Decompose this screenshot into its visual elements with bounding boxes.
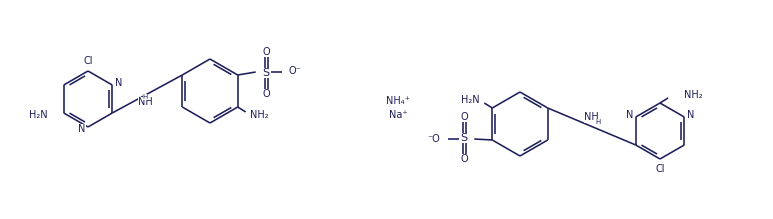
Text: N: N <box>626 110 633 120</box>
Text: Cl: Cl <box>656 164 665 174</box>
Text: O: O <box>461 154 468 164</box>
Text: S: S <box>262 68 269 78</box>
Text: NH: NH <box>584 113 599 122</box>
Text: N: N <box>686 110 694 120</box>
Text: H₂N: H₂N <box>461 95 479 105</box>
Text: S: S <box>461 133 468 143</box>
Text: H: H <box>143 94 148 100</box>
Text: H₂N: H₂N <box>29 110 48 120</box>
Text: Na⁺: Na⁺ <box>389 110 407 120</box>
Text: NH₂: NH₂ <box>684 90 703 100</box>
Text: O: O <box>262 47 270 57</box>
Text: NH: NH <box>138 97 152 107</box>
Text: N: N <box>78 124 86 134</box>
Text: NH₂: NH₂ <box>250 110 269 120</box>
Text: O: O <box>262 89 270 99</box>
Text: Cl: Cl <box>83 56 93 66</box>
Text: ⁻O: ⁻O <box>427 134 441 144</box>
Text: N: N <box>114 78 122 88</box>
Text: NH₄⁺: NH₄⁺ <box>386 96 410 106</box>
Text: O⁻: O⁻ <box>288 66 301 76</box>
Text: H: H <box>595 118 601 124</box>
Text: O: O <box>461 112 468 122</box>
